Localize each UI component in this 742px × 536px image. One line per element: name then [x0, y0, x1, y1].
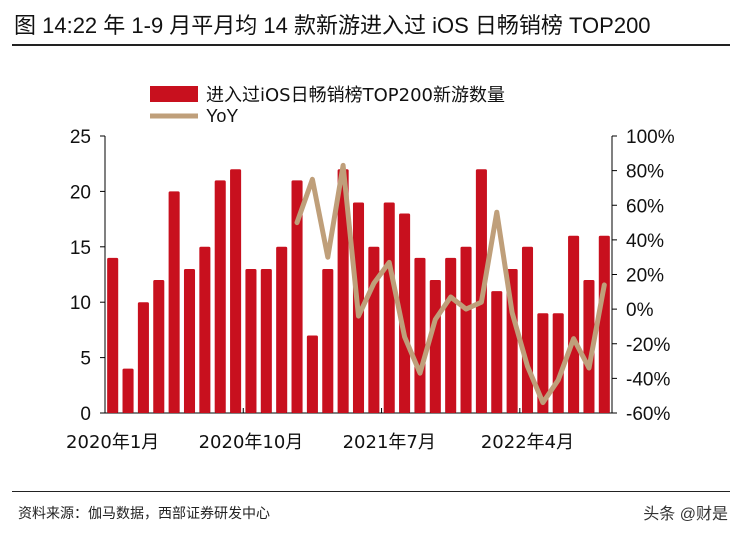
- legend-swatch-bar: [150, 86, 198, 102]
- bar-2021-11: [445, 257, 457, 413]
- bar-2021-07: [383, 202, 395, 413]
- bar-2020-04: [153, 280, 165, 413]
- bar-2020-03: [137, 302, 149, 413]
- bar-2020-08: [214, 180, 226, 413]
- bar-2022-07: [568, 235, 580, 413]
- bar-2021-03: [322, 268, 334, 413]
- legend-label-line: YoY: [206, 106, 238, 126]
- bar-2020-07: [199, 246, 211, 413]
- left-tick-label-5: 5: [80, 349, 91, 370]
- bar-2021-12: [460, 246, 472, 413]
- right-tick-label--40%: -40%: [626, 369, 670, 390]
- left-tick-label-0: 0: [80, 404, 91, 425]
- bar-2020-09: [230, 169, 242, 413]
- watermark: 头条 @财是: [643, 506, 728, 523]
- right-tick-label-0%: 0%: [626, 300, 654, 321]
- bar-2022-04: [521, 246, 534, 413]
- source-divider: [12, 491, 730, 492]
- bar-2022-09: [598, 235, 610, 413]
- legend-label-bar: 进入过iOS日畅销榜TOP200新游数量: [206, 85, 505, 106]
- bar-2020-01: [107, 257, 119, 413]
- x-tick-label: 2020年1月: [66, 432, 159, 453]
- bar-2022-02: [491, 291, 503, 413]
- bar-2020-10: [245, 268, 257, 413]
- source-note: 资料来源：伽马数据，西部证券研发中心: [18, 506, 270, 522]
- x-tick-label: 2021年7月: [343, 432, 436, 453]
- left-tick-label-15: 15: [70, 238, 91, 259]
- bar-2020-02: [122, 368, 134, 413]
- x-tick-label: 2020年10月: [199, 432, 304, 453]
- bar-2021-10: [429, 280, 441, 413]
- title-divider: [12, 44, 730, 46]
- bar-2020-12: [276, 246, 288, 413]
- bar-2021-08: [399, 213, 411, 413]
- left-tick-label-25: 25: [70, 127, 91, 148]
- x-tick-label: 2022年4月: [481, 432, 574, 453]
- right-tick-label-40%: 40%: [626, 231, 664, 252]
- bar-2020-05: [168, 191, 180, 413]
- figure-title: 图 14:22 年 1-9 月平月均 14 款新游进入过 iOS 日畅销榜 TO…: [14, 13, 651, 38]
- chart-svg: 0 5 10 15 20 25 -60% -40% -20% 0% 20% 40% 60% 80% 100%…: [66, 85, 675, 453]
- bar-2020-06: [183, 268, 196, 413]
- bar-2022-08: [583, 280, 595, 413]
- bar-2021-09: [414, 257, 426, 413]
- bar-2021-06: [368, 246, 380, 413]
- bar-2020-11: [260, 268, 272, 413]
- right-tick-label--60%: -60%: [626, 404, 670, 425]
- right-tick-label-80%: 80%: [626, 162, 664, 183]
- bar-2022-05: [537, 313, 549, 413]
- right-tick-label--20%: -20%: [626, 335, 670, 356]
- right-tick-label-60%: 60%: [626, 196, 664, 217]
- right-tick-label-100%: 100%: [626, 127, 675, 148]
- bar-2021-01: [291, 180, 303, 413]
- right-tick-label-20%: 20%: [626, 266, 664, 287]
- left-tick-label-20: 20: [70, 182, 91, 203]
- bar-2021-02: [306, 335, 318, 413]
- bar-2021-04: [337, 169, 349, 413]
- left-tick-label-10: 10: [70, 293, 91, 314]
